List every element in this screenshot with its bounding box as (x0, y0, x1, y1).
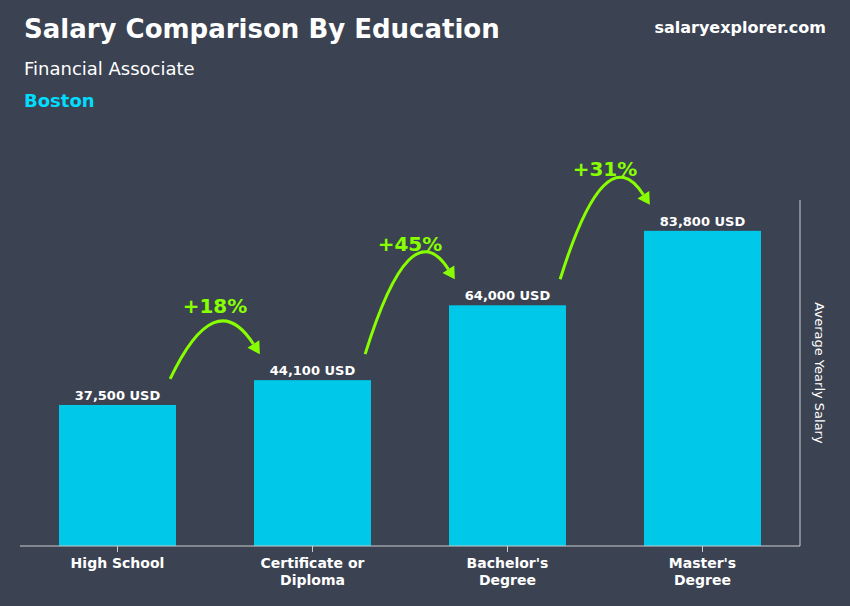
svg-text:37,500 USD: 37,500 USD (75, 388, 161, 403)
svg-text:64,000 USD: 64,000 USD (465, 288, 551, 303)
svg-text:+31%: +31% (573, 157, 638, 181)
html-text:Salary Comparison By Education: Salary Comparison By Education (24, 14, 500, 44)
svg-text:+18%: +18% (183, 294, 248, 318)
html-text:salaryexplorer.com: salaryexplorer.com (654, 18, 826, 37)
svg-text:Average Yearly Salary: Average Yearly Salary (812, 302, 827, 444)
svg-text:Certificate orDiploma: Certificate orDiploma (261, 555, 365, 588)
svg-text:Bachelor'sDegree: Bachelor'sDegree (467, 555, 549, 588)
svg-text:High School: High School (71, 555, 165, 571)
svg-text:44,100 USD: 44,100 USD (270, 363, 356, 378)
html-text:Financial Associate: Financial Associate (24, 58, 195, 79)
svg-text:+45%: +45% (378, 232, 443, 256)
svg-text:Master'sDegree: Master'sDegree (669, 555, 736, 588)
html-text:Boston: Boston (24, 90, 95, 111)
svg-text:83,800 USD: 83,800 USD (660, 214, 746, 229)
